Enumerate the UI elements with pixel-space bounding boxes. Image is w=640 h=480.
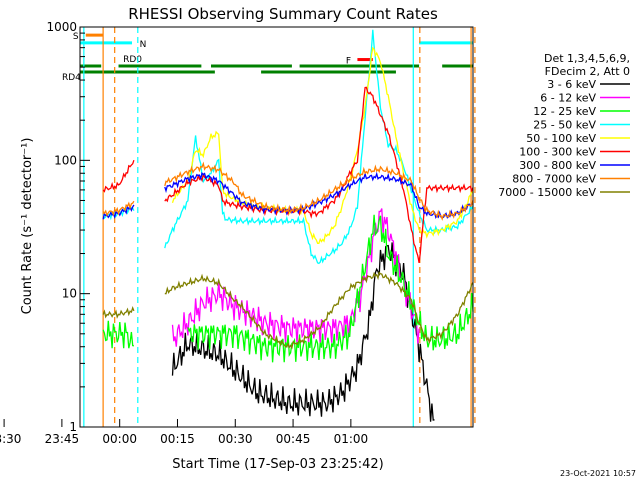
x-tick-label: 23:45: [45, 432, 80, 446]
legend-entry: 300 - 800 keV: [519, 159, 596, 172]
series-line-0: [171, 242, 435, 422]
series-line-7: [102, 161, 474, 221]
axes: 23:30 23:45 00:00 00:15 00:30 00:45 01:00 1 10 10…: [0, 20, 368, 446]
attenuator-flags: S N F RD0 RD4: [62, 32, 473, 83]
x-axis-label: Start Time (17-Sep-03 23:25:42): [172, 457, 383, 472]
y-tick-label: 1: [69, 420, 77, 434]
legend-entry: 6 - 12 keV: [540, 92, 596, 105]
flag-label-f: F: [346, 57, 351, 67]
y-tick-label: 10: [62, 287, 77, 301]
legend-header: Det 1,3,4,5,6,9,: [544, 52, 630, 65]
legend-entry: 7000 - 15000 keV: [498, 186, 596, 199]
series-line-1: [171, 208, 420, 347]
legend-entry: 100 - 300 keV: [519, 146, 596, 159]
legend-entry: 3 - 6 keV: [547, 78, 596, 91]
flag-label-rd4: RD4: [62, 73, 81, 83]
legend-header: FDecim 2, Att 0: [545, 65, 630, 78]
legend-entry: 50 - 100 keV: [526, 132, 596, 145]
legend-entry: 12 - 25 keV: [533, 105, 596, 118]
series-lines: [102, 29, 474, 422]
flag-label-s: S: [73, 32, 79, 42]
series-line-2: [102, 214, 474, 363]
series-line-5: [102, 86, 474, 264]
x-tick-label: 01:00: [334, 432, 369, 446]
y-axis-label: Count Rate (s⁻¹ detector⁻¹): [20, 138, 35, 315]
x-tick-label: 00:30: [218, 432, 253, 446]
legend-entry: 800 - 7000 keV: [512, 173, 596, 186]
flag-label-rd0: RD0: [123, 55, 142, 65]
x-tick-label: 23:30: [0, 432, 21, 446]
chart-title: RHESSI Observing Summary Count Rates: [128, 5, 438, 23]
legend: Det 1,3,4,5,6,9,FDecim 2, Att 03 - 6 keV…: [498, 52, 630, 199]
y-tick-label: 1000: [46, 20, 77, 34]
y-tick-label: 100: [54, 153, 77, 167]
event-markers: [83, 27, 476, 427]
series-line-8: [102, 271, 474, 350]
legend-entry: 25 - 50 keV: [533, 119, 596, 132]
footer-timestamp: 23-Oct-2021 10:57: [560, 469, 636, 478]
flag-label-n: N: [140, 40, 147, 50]
x-tick-label: 00:00: [102, 432, 137, 446]
x-tick-label: 00:45: [276, 432, 311, 446]
plot-frame: [79, 26, 474, 428]
x-tick-label: 00:15: [160, 432, 195, 446]
